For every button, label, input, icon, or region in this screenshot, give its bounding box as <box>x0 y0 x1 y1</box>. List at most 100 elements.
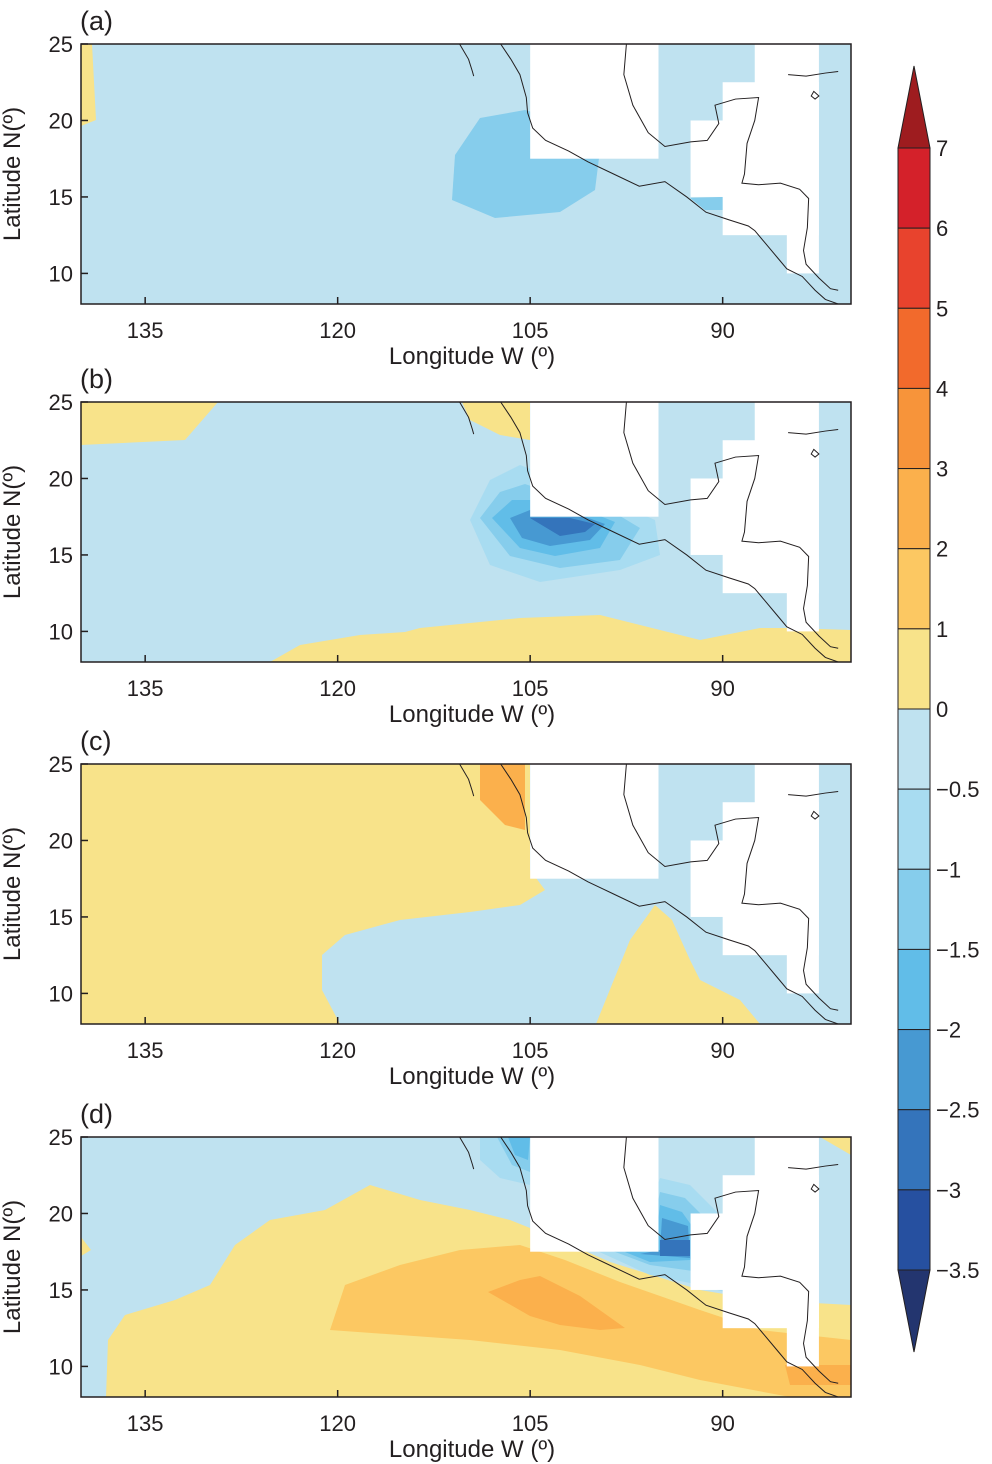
coastline-pacific <box>500 764 839 1024</box>
colorbar-tick-label: −1 <box>936 857 961 882</box>
x-tick-label: 120 <box>319 1411 356 1436</box>
colorbar-tick-label: 5 <box>936 296 948 321</box>
land-mask-cell <box>530 764 659 879</box>
colorbar-tick-label: 0 <box>936 697 948 722</box>
x-axis-label: Longitude W (º) <box>389 1063 555 1090</box>
coastline-baja <box>459 1137 475 1170</box>
y-tick-label: 10 <box>49 261 73 286</box>
colorbar-extend-bottom <box>897 1269 931 1353</box>
coastline <box>459 1137 839 1397</box>
field-minus15-region <box>508 1137 530 1160</box>
land-mask <box>530 764 819 994</box>
coastline-gulf-caribbean <box>623 1137 839 1384</box>
field-positive-region <box>81 402 218 445</box>
panel-a-overlay: 135 120 105 90 25 20 15 10 Longitude W (º) Latitu… <box>0 6 852 370</box>
colorbar-tick-label: 2 <box>936 537 948 562</box>
coastline-cuba <box>788 71 839 77</box>
y-tick-label: 10 <box>49 619 73 644</box>
y-tick-label: 20 <box>49 466 73 491</box>
land-mask-cell <box>530 1137 659 1252</box>
x-tick-label: 90 <box>710 676 734 701</box>
coastline-cuba <box>788 791 839 797</box>
colorbar-tick-label: 4 <box>936 376 948 401</box>
colorbar-tick-label: −1.5 <box>936 937 979 962</box>
land-mask-cell <box>754 402 819 479</box>
y-axis-label: Latitude N(º) <box>0 1200 26 1334</box>
colorbar-segment <box>897 1189 931 1271</box>
land-mask-cell <box>754 1137 819 1214</box>
field-positive-region <box>462 402 530 440</box>
colorbar-segment <box>897 628 931 710</box>
x-tick-label: 90 <box>710 1038 734 1063</box>
coastline <box>459 402 839 662</box>
land-mask-cell <box>754 764 819 841</box>
coastline <box>459 764 839 1024</box>
x-tick-label: 90 <box>710 318 734 343</box>
x-tick-label: 120 <box>319 1038 356 1063</box>
y-tick-label: 15 <box>49 1278 73 1303</box>
field-positive-region <box>480 764 525 830</box>
colorbar-segment <box>897 948 931 1031</box>
field-minus25-region <box>660 1240 690 1256</box>
panel-label: (b) <box>80 364 113 394</box>
y-axis-label: Latitude N(º) <box>0 465 26 599</box>
colorbar-tick-label: 1 <box>936 617 948 642</box>
land-mask-cell <box>530 44 659 159</box>
coastline-gulf-caribbean <box>623 764 839 1011</box>
field-positive-region <box>81 1237 91 1256</box>
coastline-isla <box>810 810 820 820</box>
plot-frame <box>80 1136 852 1398</box>
x-tick-label: 135 <box>127 676 164 701</box>
coastline-gulf-caribbean <box>623 44 839 291</box>
panel-label: (a) <box>80 6 113 36</box>
colorbar-segment <box>897 1029 931 1111</box>
y-tick-label: 25 <box>49 32 73 57</box>
colorbar-extend-top <box>897 65 931 149</box>
coastline-isla <box>810 90 820 100</box>
panel-b-overlay: 135 120 105 90 25 20 15 10 Longitude W (º) Latitu… <box>0 364 852 728</box>
coastline-isla <box>810 448 820 458</box>
colorbar-segment <box>897 387 931 470</box>
colorbar-tick-label: 7 <box>936 136 948 161</box>
y-axis-label: Latitude N(º) <box>0 107 26 241</box>
land-mask-cell <box>754 44 819 121</box>
y-tick-label: 15 <box>49 543 73 568</box>
x-tick-label: 135 <box>127 1411 164 1436</box>
land-mask-cell <box>530 402 659 517</box>
land-mask-cell <box>786 840 819 994</box>
x-tick-label: 105 <box>512 318 549 343</box>
x-tick-label: 120 <box>319 318 356 343</box>
x-tick-label: 135 <box>127 318 164 343</box>
y-tick-label: 10 <box>49 1354 73 1379</box>
colorbar-tick-label: −3 <box>936 1178 961 1203</box>
land-mask-cell <box>786 478 819 632</box>
x-axis-label: Longitude W (º) <box>389 701 555 728</box>
colorbar-segment <box>897 468 931 550</box>
land-mask-cell <box>786 120 819 274</box>
y-axis-label: Latitude N(º) <box>0 827 26 961</box>
coastline-pacific <box>500 1137 839 1397</box>
land-mask <box>530 402 819 632</box>
colorbar: 7 6 5 4 3 2 1 0 −0.5 −1 −1.5 −2 −2.5 −3 −3.5 <box>897 65 979 1353</box>
y-tick-label: 20 <box>49 1201 73 1226</box>
x-tick-label: 105 <box>512 676 549 701</box>
y-tick-label: 20 <box>49 108 73 133</box>
panels-overlay: 135 120 105 90 25 20 15 10 Longitude W (º) Latitu… <box>0 6 852 1463</box>
colorbar-segment <box>897 788 931 870</box>
y-tick-label: 25 <box>49 752 73 777</box>
x-axis-label: Longitude W (º) <box>389 1436 555 1463</box>
land-mask <box>530 44 819 274</box>
x-tick-label: 135 <box>127 1038 164 1063</box>
x-axis-label: Longitude W (º) <box>389 343 555 370</box>
y-tick-label: 15 <box>49 905 73 930</box>
panel-label: (c) <box>80 726 111 756</box>
x-tick-label: 90 <box>710 1411 734 1436</box>
y-tick-label: 20 <box>49 828 73 853</box>
field-2to3-region <box>785 1365 851 1385</box>
field-positive-region <box>270 615 851 662</box>
coastline-gulf-caribbean <box>623 402 839 649</box>
coastline-baja <box>459 44 475 77</box>
plot-frame <box>80 763 852 1025</box>
coastline-pacific <box>500 44 839 304</box>
x-tick-label: 105 <box>512 1411 549 1436</box>
